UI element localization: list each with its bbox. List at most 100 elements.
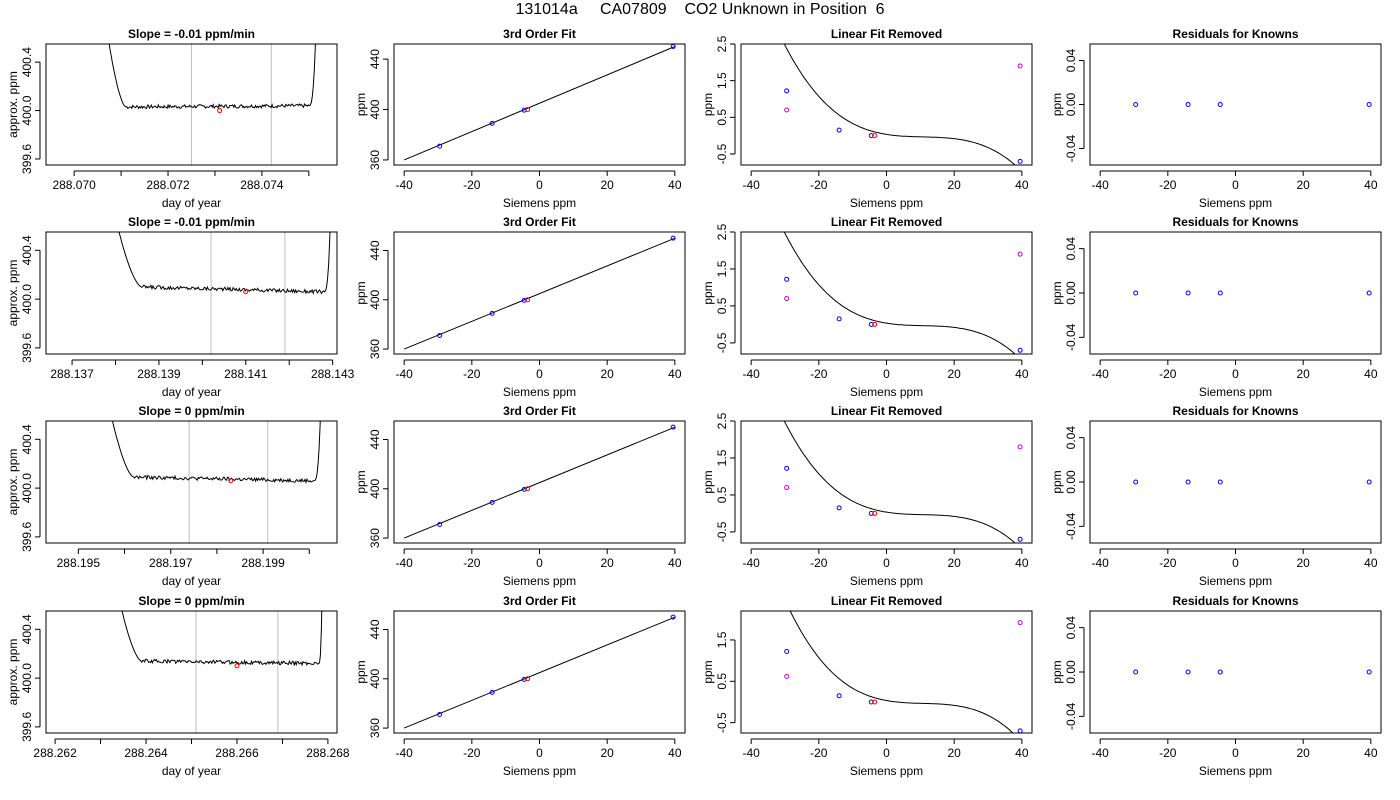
x-tick-label: 20 (1296, 556, 1310, 570)
fit-line (403, 237, 676, 350)
data-point-magenta (1017, 251, 1023, 257)
chart-title: Linear Fit Removed (831, 215, 942, 229)
data-point-blue (489, 310, 495, 316)
fit-line (403, 616, 676, 729)
y-tick-label: 400.0 (20, 473, 34, 503)
plot-frame (1089, 610, 1382, 734)
y-tick-label: 400.0 (20, 284, 34, 314)
x-tick-label: -40 (395, 178, 413, 192)
x-tick-label: 288.074 (240, 178, 284, 192)
plot-frame (393, 43, 686, 166)
x-axis-label: Siemens ppm (850, 385, 923, 399)
y-axis-label: ppm (1050, 281, 1064, 304)
x-tick-label: -20 (463, 178, 481, 192)
x-tick-label: 288.137 (50, 367, 94, 381)
data-point-red (872, 510, 878, 516)
data-trace (111, 421, 321, 485)
chart-title: Slope = -0.01 ppm/min (128, 27, 255, 41)
x-axis-label: Siemens ppm (1199, 385, 1272, 399)
x-tick-label: 40 (1015, 367, 1029, 381)
x-tick-label: -20 (1159, 556, 1177, 570)
x-axis-label: Siemens ppm (1199, 196, 1272, 210)
x-tick-label: 0 (1232, 178, 1239, 192)
x-tick-label: 0 (883, 367, 890, 381)
y-tick-label: 400 (368, 478, 382, 498)
y-tick-label: 360 (368, 150, 382, 170)
data-point-magenta (1017, 620, 1023, 626)
y-tick-label: 1.5 (715, 260, 729, 277)
x-axis-label: day of year (162, 196, 221, 210)
data-point-blue (1133, 102, 1139, 107)
data-point-blue (836, 127, 842, 133)
data-point-red (872, 133, 878, 139)
plot-area (1133, 669, 1372, 675)
x-tick-label: 0 (883, 178, 890, 192)
data-point-red (525, 107, 531, 113)
plot-area (118, 232, 331, 354)
data-point-blue (784, 276, 790, 282)
x-tick-label: -40 (742, 178, 760, 192)
chart-title: Residuals for Knowns (1172, 594, 1298, 608)
data-point-blue (489, 120, 495, 126)
data-point-blue (1133, 669, 1139, 675)
x-axis-label: Siemens ppm (503, 764, 576, 778)
chart-panel-r4c1: Slope = 0 ppm/min 288.262 288.264 288.266 28… (6, 594, 350, 778)
y-tick-label: 1.5 (715, 72, 729, 89)
x-tick-label: 288.143 (311, 367, 355, 381)
y-axis-label: approx. ppm (6, 449, 20, 516)
plot-frame (740, 610, 1033, 734)
y-tick-label: 2.5 (715, 35, 729, 52)
data-point-red (525, 297, 531, 303)
plot-area (783, 232, 1023, 354)
y-tick-label: 1.5 (715, 631, 729, 648)
x-tick-label: 20 (600, 178, 614, 192)
x-tick-label: 20 (600, 556, 614, 570)
chart-panel-r2c1: Slope = -0.01 ppm/min 288.137 288.139 288.1… (6, 215, 355, 399)
y-axis-label: approx. ppm (6, 260, 20, 327)
x-tick-label: -20 (463, 746, 481, 760)
data-point-blue (437, 522, 443, 528)
x-tick-label: 288.070 (52, 178, 96, 192)
plot-area (784, 611, 1023, 733)
y-tick-label: 400.0 (20, 663, 34, 693)
x-tick-label: 0 (1232, 746, 1239, 760)
data-point-blue (1185, 479, 1191, 485)
data-point-blue (521, 676, 527, 682)
chart-panel-r1c2: 3rd Order Fit -40 -20 0 20 40 Siemens ppm 360 40… (354, 27, 686, 210)
x-tick-label: 40 (1364, 367, 1378, 381)
fit-curve (783, 421, 1016, 543)
plot-frame (393, 231, 686, 355)
unknown-marker (228, 478, 234, 484)
y-tick-label: 400.4 (20, 47, 34, 77)
chart-panel-r1c3: Linear Fit Removed -40 -20 0 20 40 Siemens ppm… (701, 27, 1033, 210)
chart-title: 3rd Order Fit (503, 27, 576, 41)
x-tick-label: -40 (395, 556, 413, 570)
y-tick-label: -0.5 (715, 332, 729, 353)
x-tick-label: -20 (810, 746, 828, 760)
y-tick-label: 360 (368, 718, 382, 738)
x-axis-label: day of year (162, 764, 221, 778)
plot-area (108, 44, 316, 165)
plot-frame (740, 231, 1033, 355)
x-tick-label: 288.262 (33, 746, 77, 760)
x-tick-label: -40 (1091, 746, 1109, 760)
chart-title: 3rd Order Fit (503, 215, 576, 229)
x-tick-label: 20 (1296, 746, 1310, 760)
y-tick-label: 2.5 (715, 223, 729, 240)
chart-title: Slope = -0.01 ppm/min (128, 215, 255, 229)
y-tick-label: 0.5 (715, 109, 729, 126)
x-tick-label: 288.264 (124, 746, 168, 760)
data-point-blue (670, 235, 676, 241)
data-point-magenta (784, 673, 790, 679)
chart-panel-r2c3: Linear Fit Removed -40 -20 0 20 40 Siemens ppm… (701, 215, 1033, 399)
y-axis-label: ppm (701, 470, 715, 493)
y-tick-label: 0.00 (1064, 92, 1078, 116)
x-tick-label: -20 (1159, 746, 1177, 760)
data-point-blue (1217, 479, 1223, 485)
x-tick-label: 288.072 (146, 178, 190, 192)
data-point-blue (437, 333, 443, 339)
plot-area (403, 614, 676, 729)
y-tick-label: 440 (368, 240, 382, 260)
x-tick-label: 0 (883, 556, 890, 570)
data-point-blue (836, 693, 842, 699)
